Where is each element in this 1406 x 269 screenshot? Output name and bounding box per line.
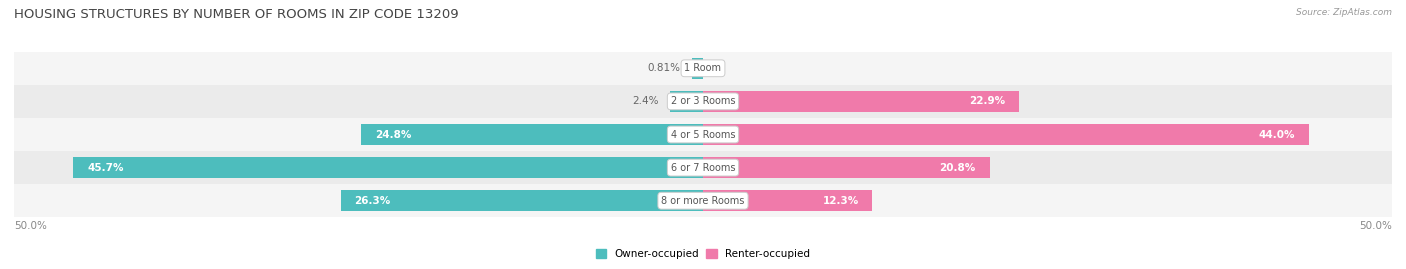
- Text: 20.8%: 20.8%: [939, 162, 976, 173]
- Text: 6 or 7 Rooms: 6 or 7 Rooms: [671, 162, 735, 173]
- Text: HOUSING STRUCTURES BY NUMBER OF ROOMS IN ZIP CODE 13209: HOUSING STRUCTURES BY NUMBER OF ROOMS IN…: [14, 8, 458, 21]
- Text: 45.7%: 45.7%: [87, 162, 124, 173]
- Bar: [703, 124, 1309, 145]
- Bar: [14, 118, 1392, 151]
- Bar: [73, 157, 703, 178]
- Bar: [703, 190, 873, 211]
- Text: 26.3%: 26.3%: [354, 196, 391, 206]
- Bar: [14, 151, 1392, 184]
- Text: 2 or 3 Rooms: 2 or 3 Rooms: [671, 96, 735, 107]
- Bar: [669, 91, 703, 112]
- Legend: Owner-occupied, Renter-occupied: Owner-occupied, Renter-occupied: [592, 245, 814, 264]
- Bar: [703, 91, 1018, 112]
- Text: Source: ZipAtlas.com: Source: ZipAtlas.com: [1296, 8, 1392, 17]
- Text: 50.0%: 50.0%: [1360, 221, 1392, 231]
- Text: 2.4%: 2.4%: [633, 96, 659, 107]
- Bar: [692, 58, 703, 79]
- Text: 4 or 5 Rooms: 4 or 5 Rooms: [671, 129, 735, 140]
- Text: 12.3%: 12.3%: [823, 196, 859, 206]
- Text: 8 or more Rooms: 8 or more Rooms: [661, 196, 745, 206]
- Bar: [14, 52, 1392, 85]
- Text: 50.0%: 50.0%: [14, 221, 46, 231]
- Text: 1 Room: 1 Room: [685, 63, 721, 73]
- Text: 22.9%: 22.9%: [969, 96, 1005, 107]
- Text: 44.0%: 44.0%: [1258, 129, 1295, 140]
- Text: 24.8%: 24.8%: [375, 129, 412, 140]
- Bar: [14, 184, 1392, 217]
- Bar: [361, 124, 703, 145]
- Text: 0.81%: 0.81%: [648, 63, 681, 73]
- Bar: [340, 190, 703, 211]
- Bar: [703, 157, 990, 178]
- Bar: [14, 85, 1392, 118]
